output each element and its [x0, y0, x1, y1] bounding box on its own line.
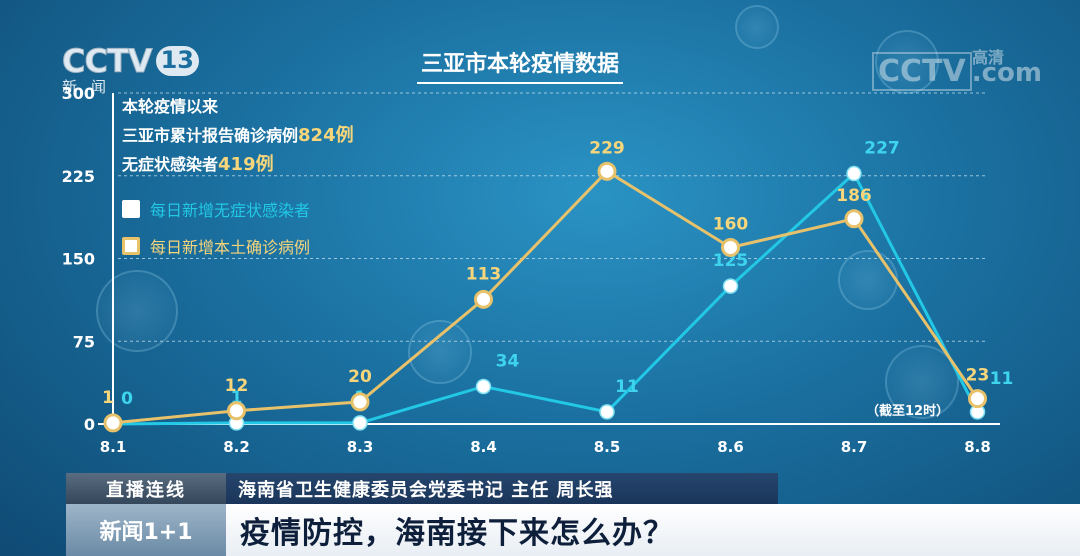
data-label: 34	[496, 351, 520, 371]
legend-item-confirmed: 每日新增本土确诊病例	[122, 227, 310, 264]
summary-panel: 本轮疫情以来 三亚市累计报告确诊病例824例 无症状感染者419例	[122, 92, 354, 179]
data-point	[844, 209, 864, 229]
y-tick-label: 150	[62, 250, 95, 269]
y-tick-label: 75	[73, 332, 95, 351]
x-tick-label: 8.7	[841, 438, 868, 456]
data-label: 160	[713, 214, 749, 234]
x-tick-label: 8.8	[964, 438, 991, 456]
x-tick-label: 8.2	[223, 438, 250, 456]
cutoff-note: （截至12时）	[866, 404, 950, 419]
hd-logo-suffix: .com	[971, 58, 1042, 88]
banner-top-row: 直播连线 海南省卫生健康委员会党委书记 主任 周长强	[66, 473, 778, 504]
news-lower-third: 直播连线 海南省卫生健康委员会党委书记 主任 周长强 新闻1+1 疫情防控，海南…	[66, 473, 1080, 556]
chart-title: 三亚市本轮疫情数据	[417, 46, 624, 84]
series-line	[112, 171, 979, 426]
legend-item-asymptomatic: 每日新增无症状感染者	[122, 190, 310, 227]
data-label: 11	[990, 369, 1014, 389]
summary-confirmed-value: 824例	[298, 125, 354, 146]
x-tick-label: 8.5	[594, 438, 621, 456]
data-point	[227, 401, 246, 421]
hd-logo-brand: CCTV	[872, 52, 972, 91]
logo-channel: 13	[155, 46, 199, 76]
live-tag: 直播连线	[66, 473, 226, 504]
data-label: 20	[348, 367, 372, 387]
legend-swatch-asymptomatic	[122, 199, 140, 218]
data-point	[846, 165, 862, 182]
data-point	[599, 404, 615, 420]
series-line	[112, 169, 979, 425]
summary-asymptomatic-label: 无症状感染者	[122, 155, 219, 174]
data-label: 23	[966, 366, 990, 386]
y-tick-label: 0	[84, 415, 95, 434]
x-tick-label: 8.6	[717, 438, 744, 456]
data-point	[474, 289, 493, 309]
virus-decoration	[838, 250, 898, 310]
data-point	[968, 389, 987, 409]
hd-watermark-logo: CCTV .com 高清	[872, 48, 1042, 91]
data-label: 227	[864, 139, 900, 159]
data-label: 0	[121, 389, 133, 409]
data-label: 1	[102, 388, 114, 408]
data-label: 12	[225, 376, 249, 396]
legend-swatch-confirmed	[122, 236, 140, 255]
data-label: 125	[713, 251, 749, 271]
data-label: 229	[589, 138, 625, 158]
logo-sub: 新闻	[62, 78, 121, 96]
program-logo: 新闻1+1	[66, 504, 226, 556]
virus-decoration	[96, 270, 178, 352]
data-point	[103, 413, 123, 433]
summary-line-1: 本轮疫情以来	[122, 97, 219, 116]
summary-asymptomatic-value: 419例	[218, 154, 274, 175]
x-tick-label: 8.1	[100, 438, 127, 456]
data-point	[721, 237, 740, 257]
data-point	[350, 392, 370, 412]
logo-brand: CCTV	[62, 42, 154, 81]
legend-label-asymptomatic: 每日新增无症状感染者	[150, 200, 311, 220]
virus-decoration	[885, 345, 959, 419]
banner-bottom-row: 新闻1+1 疫情防控，海南接下来怎么办？	[66, 504, 1080, 556]
summary-line-2: 三亚市累计报告确诊病例824例	[122, 121, 354, 150]
data-point	[722, 278, 739, 294]
chart-legend: 每日新增无症状感染者 每日新增本土确诊病例	[122, 190, 310, 264]
data-point	[352, 415, 368, 431]
virus-decoration	[735, 5, 779, 49]
y-tick-label: 300	[62, 84, 95, 103]
summary-confirmed-label: 三亚市累计报告确诊病例	[122, 126, 299, 145]
speaker-caption: 海南省卫生健康委员会党委书记 主任 周长强	[226, 473, 778, 504]
hd-logo-tag: 高清	[972, 48, 1005, 67]
channel-logo: CCTV 13 新闻	[62, 42, 199, 97]
data-label: 113	[466, 264, 502, 284]
y-tick-label: 225	[62, 167, 95, 186]
data-label: 186	[836, 186, 872, 206]
x-tick-label: 8.3	[347, 438, 374, 456]
data-point	[475, 378, 492, 395]
virus-decoration	[875, 30, 939, 94]
data-point	[597, 161, 617, 181]
summary-line-3: 无症状感染者419例	[122, 150, 354, 179]
legend-label-confirmed: 每日新增本土确诊病例	[150, 237, 311, 257]
headline: 疫情防控，海南接下来怎么办？	[226, 504, 1080, 556]
line-chart: 0751502253008.18.28.38.48.58.68.78.80113…	[62, 84, 1014, 456]
data-label: 1	[231, 388, 243, 408]
data-label: 11	[615, 377, 639, 397]
x-tick-label: 8.4	[470, 438, 497, 456]
